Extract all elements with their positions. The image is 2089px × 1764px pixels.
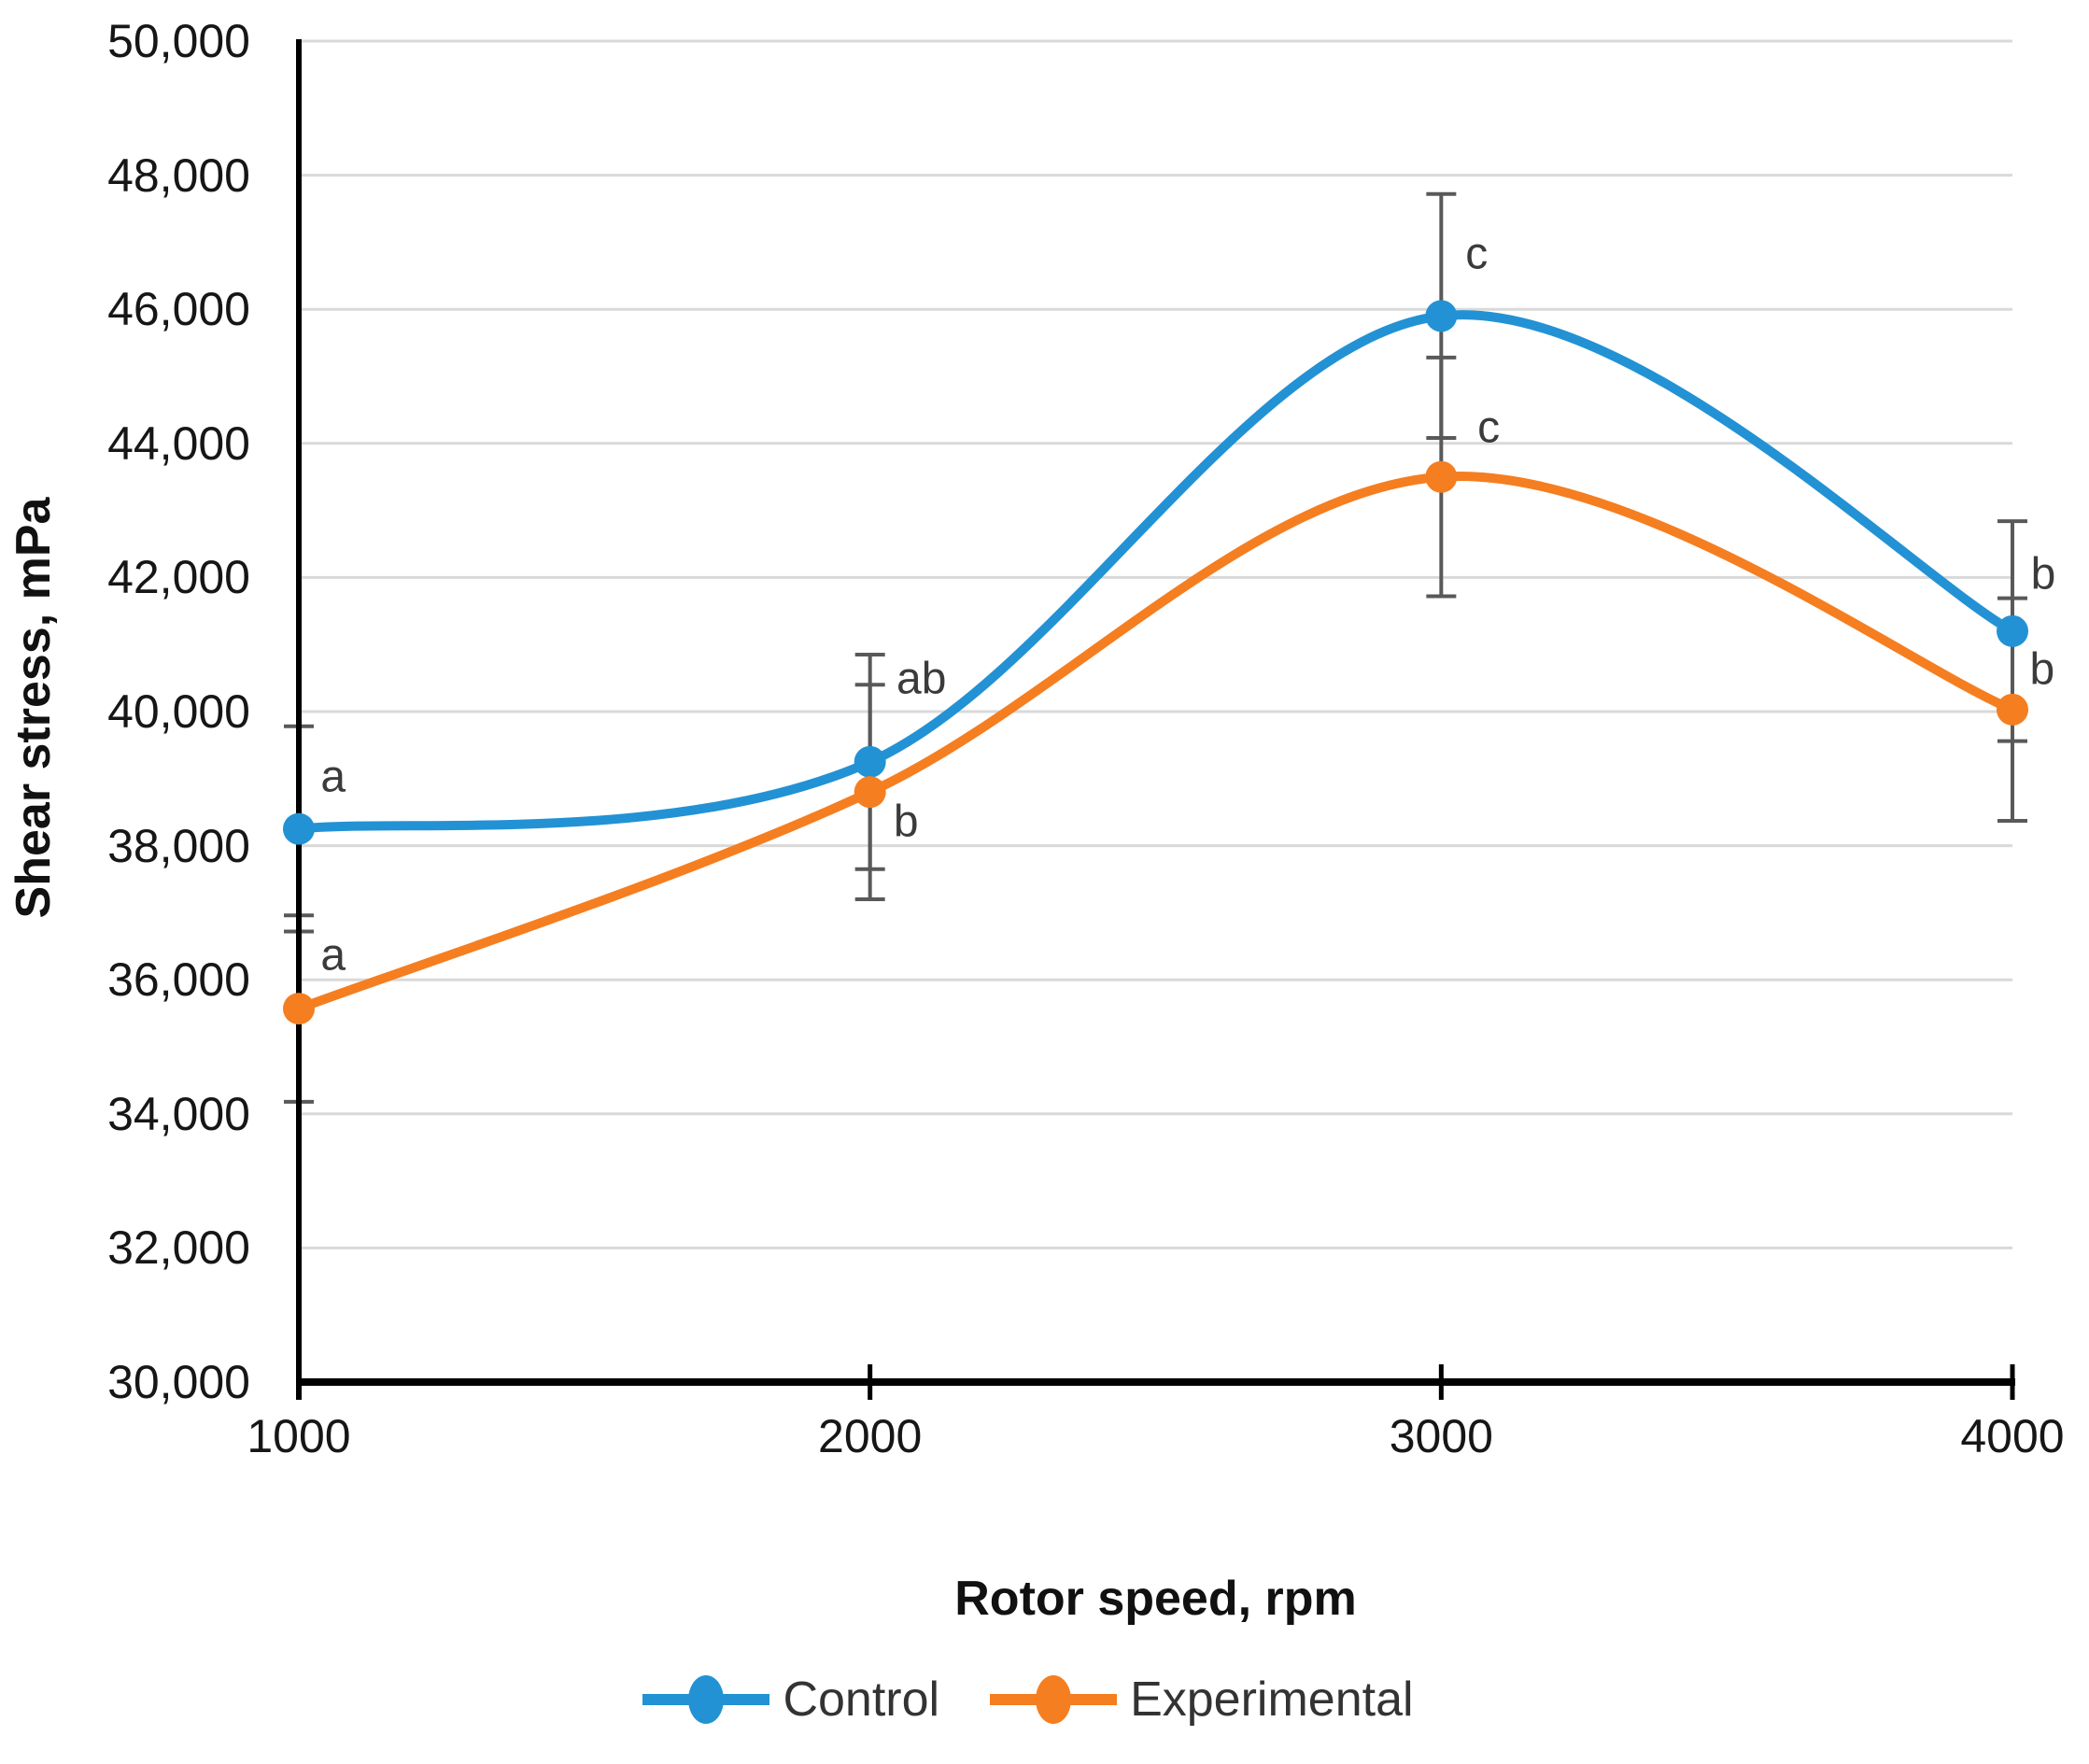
x-tick-label-2000: 2000 [818, 1410, 923, 1462]
gridlines [299, 39, 2012, 1249]
y-tick-label-32,000: 32,000 [107, 1221, 250, 1275]
y-axis-title: Shear stress, mPa [7, 497, 61, 919]
significance-letter-b-7: b [2029, 644, 2055, 695]
series-lines [294, 310, 2017, 1014]
legend-label-experimental: Experimental [1130, 1672, 1414, 1727]
y-tick-label-42,000: 42,000 [107, 551, 250, 604]
marker-control-2000 [854, 745, 886, 778]
y-tick-label-46,000: 46,000 [107, 283, 250, 336]
significance-letter-c-5: c [1477, 402, 1501, 453]
x-tick-label-4000: 4000 [1960, 1410, 2065, 1462]
legend-label-control: Control [783, 1672, 940, 1727]
x-tick-label-1000: 1000 [247, 1410, 351, 1462]
marker-experimental-1000 [283, 993, 315, 1025]
y-tick-label-44,000: 44,000 [107, 416, 250, 470]
x-axis-title: Rotor speed, rpm [954, 1572, 1357, 1626]
marker-experimental-4000 [1997, 693, 2028, 726]
experimental-series-marker-icon [990, 1675, 1118, 1724]
significance-letter-a-1: a [320, 930, 346, 981]
y-tick-label-48,000: 48,000 [107, 148, 250, 202]
legend-item-control: Control [641, 1670, 939, 1729]
y-tick-label-36,000: 36,000 [107, 953, 250, 1007]
significance-letter-ab-2: ab [896, 654, 947, 704]
y-tick-label-40,000: 40,000 [107, 685, 250, 738]
marker-control-1000 [283, 812, 315, 845]
error-bars [284, 191, 2027, 1104]
marker-control-4000 [1997, 614, 2028, 647]
legend: Control Experimental [579, 1660, 1475, 1739]
marker-experimental-2000 [854, 776, 886, 809]
significance-letter-b-3: b [893, 797, 919, 847]
marker-experimental-3000 [1425, 460, 1458, 493]
axes [296, 39, 2015, 1400]
y-tick-label-38,000: 38,000 [107, 819, 250, 872]
significance-letter-c-4: c [1465, 229, 1489, 279]
y-tick-label-34,000: 34,000 [107, 1087, 250, 1140]
y-tick-label-50,000: 50,000 [107, 15, 250, 67]
line-control [294, 310, 2017, 834]
series-markers [283, 300, 2028, 1025]
legend-item-experimental: Experimental [988, 1670, 1414, 1729]
significance-letter-a-0: a [320, 752, 346, 802]
x-tick-label-3000: 3000 [1389, 1410, 1493, 1462]
control-series-marker-icon [642, 1675, 770, 1724]
marker-control-3000 [1425, 300, 1458, 332]
y-tick-label-30,000: 30,000 [107, 1356, 250, 1408]
significance-letter-b-6: b [2030, 549, 2056, 600]
line-experimental [294, 472, 2017, 1014]
